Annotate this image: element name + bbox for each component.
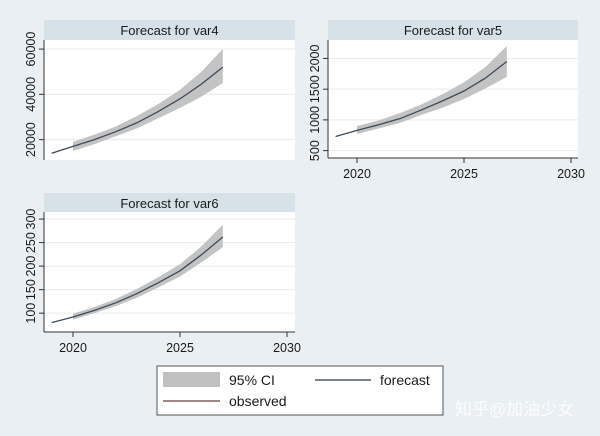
y-tick-label: 1000 xyxy=(308,106,322,134)
y-tick-label: 40000 xyxy=(24,77,38,112)
y-tick-label: 150 xyxy=(24,279,38,300)
legend-ci-label: 95% CI xyxy=(229,372,275,388)
panel-title: Forecast for var4 xyxy=(120,23,218,38)
y-tick-label: 300 xyxy=(24,209,38,230)
legend-observed-label: observed xyxy=(229,393,287,409)
y-tick-label: 500 xyxy=(308,140,322,161)
y-tick-label: 250 xyxy=(24,232,38,253)
x-tick-label: 2030 xyxy=(557,167,585,181)
ci-band xyxy=(73,49,223,151)
title-strip xyxy=(44,20,295,40)
panel-var5: Forecast for var5 500 1000 1500 2000 2020 2025… xyxy=(308,20,585,181)
y-tick-label: 2000 xyxy=(308,44,322,72)
panel-title: Forecast for var6 xyxy=(120,196,218,211)
y-tick-label: 200 xyxy=(24,256,38,277)
panel-var6: Forecast for var6 100 150 200 250 300 2020 2025… xyxy=(24,193,301,355)
title-strip xyxy=(328,20,578,40)
watermark-text: 知乎@加油少女 xyxy=(455,400,574,419)
forecast-line xyxy=(51,236,224,324)
x-tick-label: 2020 xyxy=(343,167,371,181)
x-tick-label: 2025 xyxy=(166,341,194,355)
y-tick-label: 60000 xyxy=(24,32,38,67)
x-tick-label: 2030 xyxy=(273,341,301,355)
x-tick-label: 2025 xyxy=(450,167,478,181)
y-tick-label: 20000 xyxy=(24,122,38,157)
y-tick-label: 1500 xyxy=(308,75,322,103)
legend-ci-swatch xyxy=(163,372,220,387)
ci-band xyxy=(73,224,223,320)
forecast-line xyxy=(335,60,508,138)
legend-forecast-label: forecast xyxy=(380,372,430,388)
y-tick-label: 100 xyxy=(24,303,38,324)
panel-var4: Forecast for var4 20000 40000 60000 xyxy=(24,20,295,160)
x-tick-label: 2020 xyxy=(59,341,87,355)
ci-band xyxy=(357,46,507,135)
panel-title: Forecast for var5 xyxy=(404,23,502,38)
title-strip xyxy=(44,193,295,212)
legend: 95% CI forecast observed xyxy=(156,365,444,416)
forecast-line xyxy=(51,66,224,154)
